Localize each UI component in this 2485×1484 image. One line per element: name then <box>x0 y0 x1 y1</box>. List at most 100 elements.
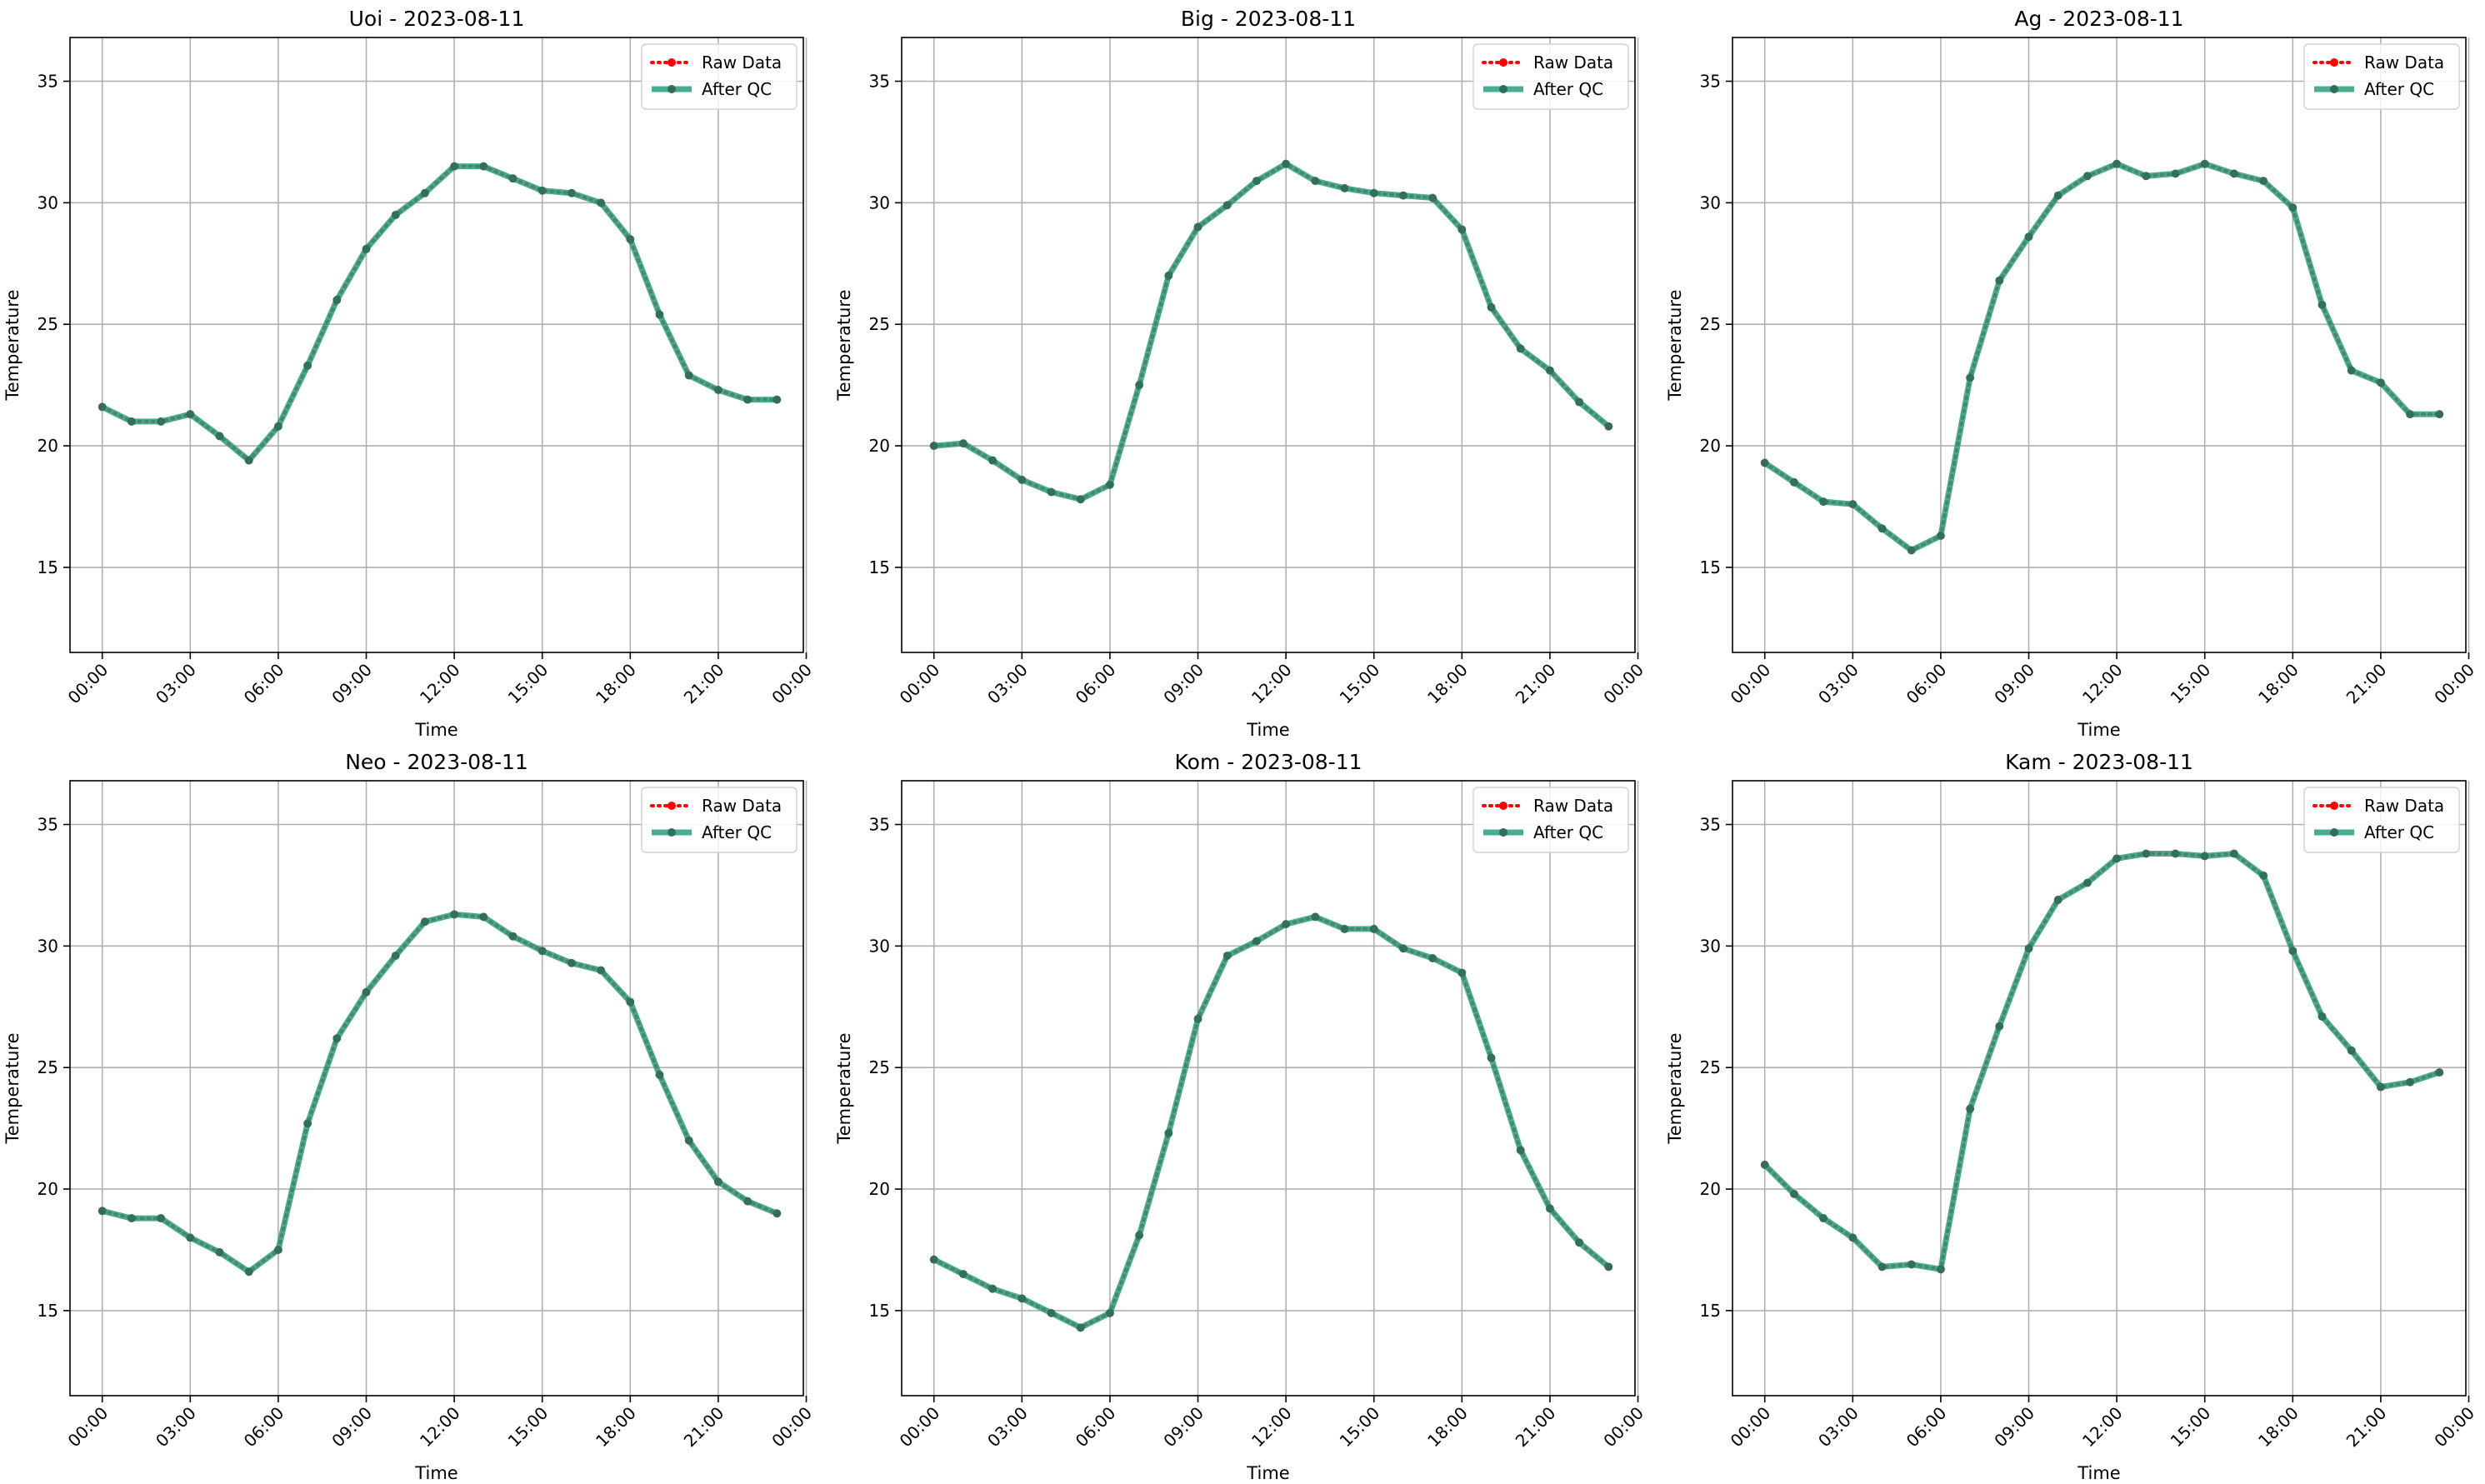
legend-after-qc-marker <box>1499 828 1508 837</box>
after-qc-point <box>1369 924 1378 933</box>
x-tick-label: 15:00 <box>1336 660 1384 708</box>
x-tick-label: 00:00 <box>1599 1403 1648 1452</box>
x-tick-label: 09:00 <box>328 1403 376 1452</box>
y-tick-label: 20 <box>869 1179 890 1199</box>
legend: Raw Data After QC <box>1472 43 1629 110</box>
series-line-after-qc <box>1762 851 2441 1272</box>
x-tick-label: 00:00 <box>2430 1403 2478 1452</box>
x-tick-label: 09:00 <box>328 660 376 708</box>
series-line-after-qc <box>932 913 1611 1331</box>
after-qc-point <box>929 442 938 451</box>
after-qc-point <box>450 162 459 171</box>
x-tick-label: 15:00 <box>504 1403 552 1452</box>
y-tick-label: 15 <box>869 1301 890 1321</box>
y-tick-label: 25 <box>1700 1057 1721 1077</box>
x-axis-label: Time <box>2077 720 2120 740</box>
x-tick-label: 00:00 <box>1727 660 1775 708</box>
y-axis-label: Temperature <box>2 1032 22 1144</box>
x-tick-label: 09:00 <box>1159 1403 1208 1452</box>
y-tick-label: 25 <box>38 1057 58 1077</box>
after-qc-point <box>479 162 488 171</box>
y-axis-label: Temperature <box>1665 289 1685 401</box>
y-tick-label: 35 <box>1700 815 1721 835</box>
y-tick-label: 25 <box>869 1057 890 1077</box>
legend: Raw Data After QC <box>2303 43 2460 110</box>
after-qc-point <box>508 932 518 941</box>
after-qc-point <box>1164 271 1173 280</box>
after-qc-point <box>1995 276 2004 285</box>
after-qc-point <box>1789 477 1798 487</box>
axes-frame <box>69 37 804 653</box>
after-qc-point <box>2053 191 2062 200</box>
after-qc-point <box>2053 895 2062 904</box>
y-tick-label: 25 <box>38 314 58 334</box>
axes-frame <box>1732 780 2467 1397</box>
y-tick-label: 25 <box>869 314 890 334</box>
after-qc-point <box>2288 203 2298 212</box>
after-qc-point <box>1105 1308 1114 1317</box>
y-tick-label: 20 <box>38 436 58 456</box>
after-qc-point <box>2376 378 2385 387</box>
x-tick-label: 06:00 <box>240 660 288 708</box>
after-qc-point <box>1819 497 1828 507</box>
series-line-raw-data <box>1762 162 2442 552</box>
x-tick-label: 00:00 <box>2430 660 2478 708</box>
y-tick-label: 20 <box>38 1179 58 1199</box>
after-qc-point <box>391 952 400 961</box>
after-qc-point <box>303 1119 312 1128</box>
after-qc-point <box>1819 1214 1828 1223</box>
x-tick-label: 06:00 <box>1072 1403 1120 1452</box>
legend-box <box>641 787 798 853</box>
legend: Raw Data After QC <box>641 787 798 853</box>
after-qc-point <box>1966 373 1975 382</box>
after-qc-point <box>2435 410 2444 419</box>
series-line-raw-data <box>100 912 779 1274</box>
after-qc-point <box>2112 854 2122 863</box>
after-qc-point <box>244 456 253 465</box>
y-axis-label: Temperature <box>834 1032 854 1144</box>
x-tick-label: 00:00 <box>768 660 816 708</box>
after-qc-point <box>713 1177 722 1187</box>
after-qc-point <box>1487 302 1496 312</box>
subplot-title: Neo - 2023-08-11 <box>345 750 528 774</box>
x-tick-label: 15:00 <box>2167 1403 2215 1452</box>
subplot-panel: 15 20 25 30 35 00:00 03:00 06:00 09:00 12:00 15:00… <box>1665 7 2478 740</box>
after-qc-point <box>1878 1262 1887 1272</box>
after-qc-point <box>1848 1233 1858 1242</box>
after-qc-point <box>1076 1323 1085 1332</box>
after-qc-point <box>186 410 195 419</box>
after-qc-point <box>1076 495 1085 504</box>
legend-label-after-qc: After QC <box>702 79 772 99</box>
after-qc-point <box>1760 1160 1769 1169</box>
x-tick-label: 15:00 <box>504 660 552 708</box>
legend-raw-data-marker <box>2330 58 2338 67</box>
after-qc-point <box>1878 524 1887 533</box>
legend-label-after-qc: After QC <box>1533 79 1603 99</box>
after-qc-point <box>2229 849 2238 858</box>
after-qc-point <box>2229 169 2238 178</box>
subplot-panel: 15 20 25 30 35 00:00 03:00 06:00 09:00 12:00 15:00… <box>1665 750 2478 1483</box>
after-qc-point <box>1018 475 1027 484</box>
after-qc-point <box>1252 177 1261 186</box>
after-qc-point <box>1604 1262 1613 1272</box>
after-qc-point <box>1428 193 1438 202</box>
after-qc-point <box>1340 924 1349 933</box>
y-tick-label: 20 <box>869 436 890 456</box>
legend-box <box>2303 43 2460 110</box>
after-qc-point <box>1604 422 1613 431</box>
x-tick-label: 21:00 <box>1512 1403 1560 1452</box>
y-axis-label: Temperature <box>834 289 854 401</box>
legend: Raw Data After QC <box>641 43 798 110</box>
y-axis-label: Temperature <box>2 289 22 401</box>
after-qc-point <box>2288 947 2298 956</box>
after-qc-point <box>1907 1260 1916 1269</box>
legend-after-qc-marker <box>1499 85 1508 93</box>
after-qc-point <box>567 958 576 967</box>
after-qc-point <box>1311 177 1320 186</box>
after-qc-point <box>1282 920 1291 929</box>
after-qc-point <box>1311 912 1320 922</box>
after-qc-point <box>1789 1189 1798 1198</box>
after-qc-point <box>626 235 635 244</box>
after-qc-point <box>655 1070 664 1079</box>
